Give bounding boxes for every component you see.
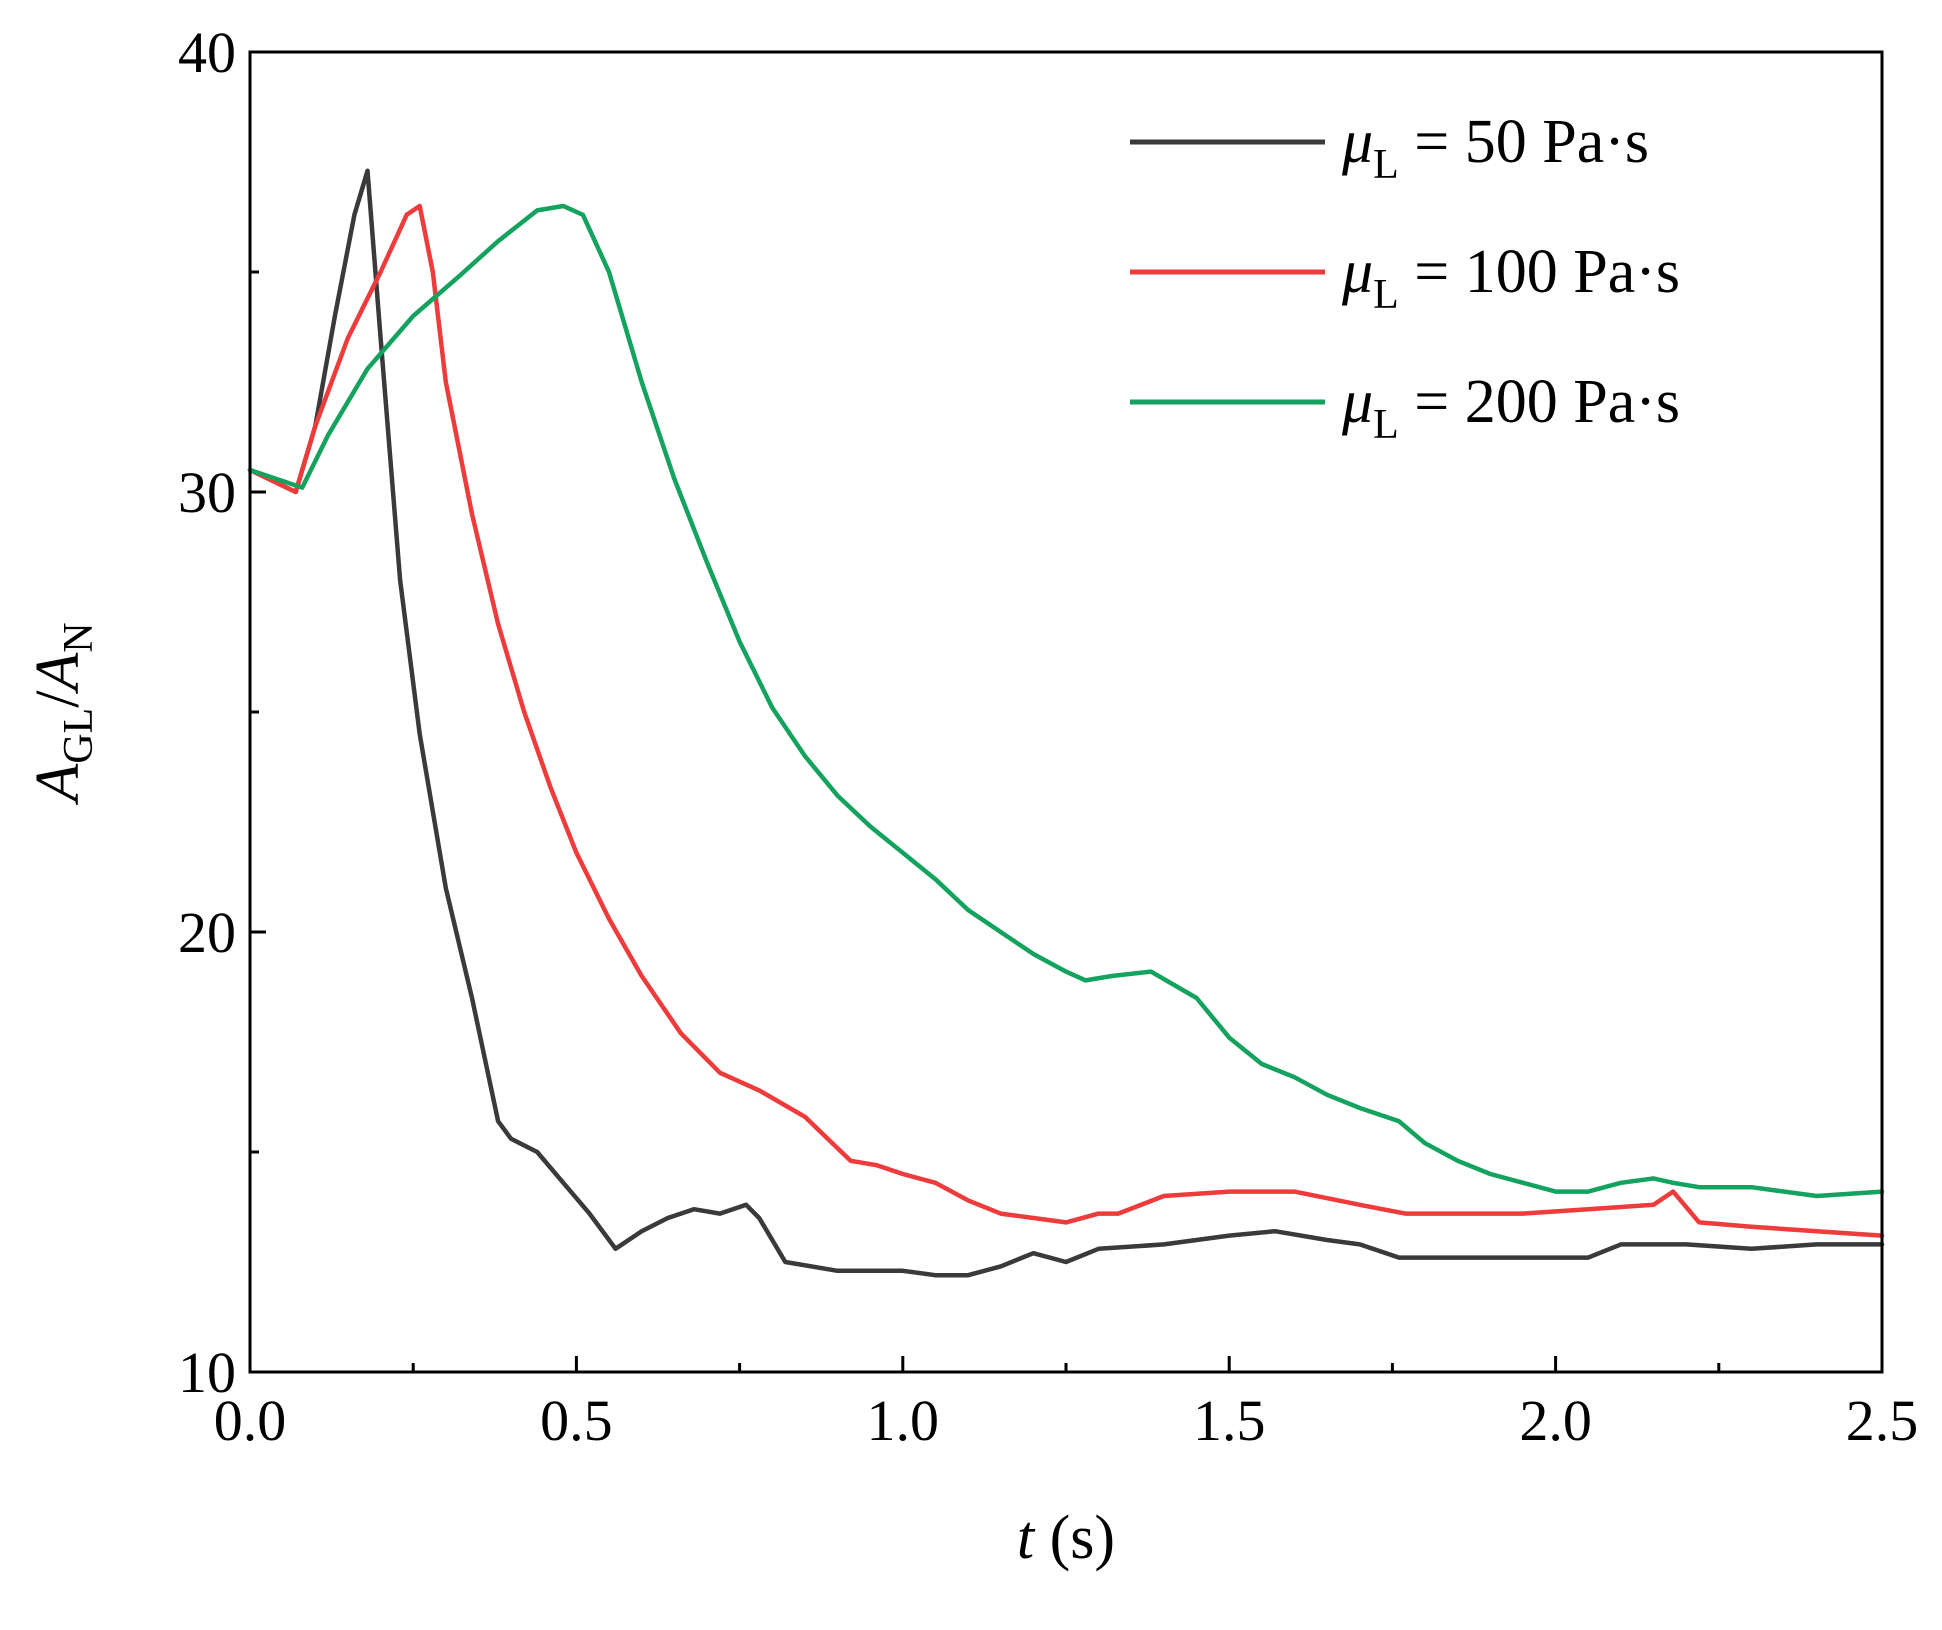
x-tick-label: 1.5 <box>1193 1388 1266 1453</box>
y-axis-denominator-var: A <box>24 652 92 695</box>
series-line-2 <box>247 203 1885 1238</box>
x-axis-ticks: 0.0 0.5 1.0 1.5 2.0 2.5 <box>214 1356 1919 1453</box>
y-axis-numerator-sub: GL <box>56 708 102 764</box>
legend-rest: = 50 Pa·s <box>1399 108 1649 176</box>
y-tick-label: 10 <box>178 1340 236 1405</box>
legend-sub: L <box>1373 402 1399 448</box>
y-tick-label: 40 <box>178 20 236 85</box>
plot-frame <box>248 50 1884 1374</box>
x-axis-unit: (s) <box>1034 1504 1115 1572</box>
x-tick-label: 0.0 <box>214 1388 287 1453</box>
x-tick-label: 2.0 <box>1519 1388 1592 1453</box>
legend-entry-3: μL = 200 Pa·s <box>1130 368 1680 448</box>
x-axis-variable: t <box>1017 1504 1036 1572</box>
legend-entry-2: μL = 100 Pa·s <box>1130 238 1680 318</box>
y-axis-separator: / <box>24 690 92 708</box>
series-line-3 <box>247 203 1885 1199</box>
legend-sub: L <box>1373 272 1399 318</box>
legend-label: μL = 50 Pa·s <box>1341 108 1649 188</box>
legend-entry-1: μL = 50 Pa·s <box>1130 108 1649 188</box>
legend-var: μ <box>1341 238 1373 306</box>
y-tick-label: 30 <box>178 460 236 525</box>
legend-sub: L <box>1373 142 1399 188</box>
series-line-1 <box>247 168 1885 1278</box>
legend-rest: = 100 Pa·s <box>1399 238 1680 306</box>
legend-label: μL = 100 Pa·s <box>1341 238 1680 318</box>
y-axis-numerator-var: A <box>24 763 92 806</box>
legend-var: μ <box>1341 368 1373 436</box>
legend-rest: = 200 Pa·s <box>1399 368 1680 436</box>
x-tick-label: 1.0 <box>867 1388 940 1453</box>
y-axis-ticks: 10 20 30 40 <box>178 20 266 1405</box>
series-layer <box>247 168 1885 1278</box>
legend-label: μL = 200 Pa·s <box>1341 368 1680 448</box>
x-tick-label: 2.5 <box>1846 1388 1919 1453</box>
y-axis-denominator-sub: N <box>56 622 102 652</box>
legend-var: μ <box>1341 108 1373 176</box>
y-axis-title: AGL/AN <box>24 622 102 805</box>
y-tick-label: 20 <box>178 900 236 965</box>
x-tick-label: 0.5 <box>540 1388 613 1453</box>
legend: μL = 50 Pa·sμL = 100 Pa·sμL = 200 Pa·s <box>1130 108 1680 448</box>
x-axis-title: t (s) <box>1017 1504 1115 1572</box>
